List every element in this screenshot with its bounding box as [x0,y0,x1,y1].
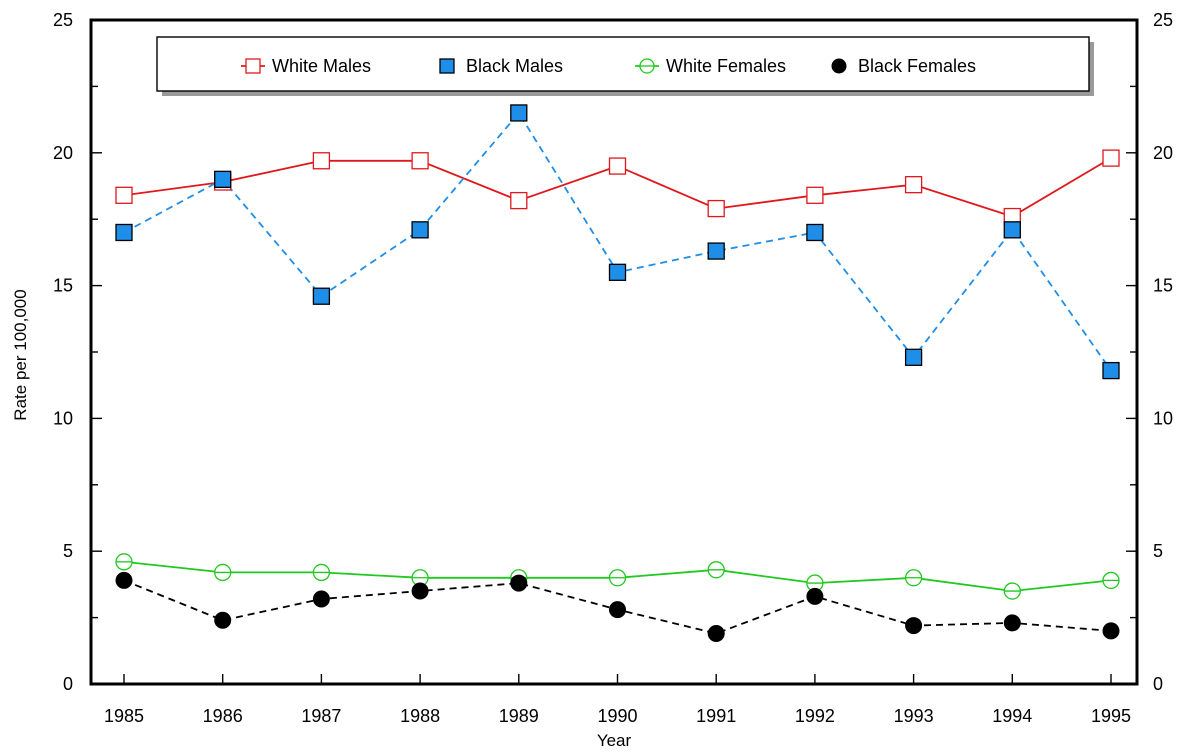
series-black-females-point [1003,614,1021,632]
legend-black-males-label: Black Males [466,56,563,76]
legend-white-males-label: White Males [272,56,371,76]
series-white-males-point [707,199,725,218]
series-black-males-point [904,348,923,366]
series-black-males-point [806,223,824,242]
y-tick-label-left: 0 [63,674,73,694]
series-white-males-point [608,157,627,175]
y-tick-label-left: 25 [53,10,73,30]
series-white-females-point [312,563,331,582]
x-tick-label: 1986 [203,706,243,726]
series-white-females-point [806,574,824,592]
legend-black-females-marker [831,58,847,74]
y-tick-label-right: 20 [1153,143,1173,163]
series-white-females-point [115,553,133,571]
legend-black-females-label: Black Females [858,56,976,76]
series-black-males-point [608,263,627,281]
x-tick-label: 1987 [301,706,341,726]
series-black-females-point [1102,622,1120,640]
series-white-males-point [1102,149,1120,167]
x-tick-label: 1991 [696,706,736,726]
x-axis-title: Year [597,731,632,750]
series-white-females-point [707,561,725,579]
y-tick-label-left: 15 [53,276,73,296]
x-tick-label: 1995 [1091,706,1131,726]
x-tick-label: 1988 [400,706,440,726]
series-black-females-point [905,617,923,635]
legend-white-females-label: White Females [666,56,786,76]
series-white-females-point [214,563,232,582]
series-black-females-point [411,582,429,600]
y-tick-label-right: 15 [1153,276,1173,296]
series-white-males-point [115,186,133,204]
series-white-males-point [312,152,331,170]
y-tick-label-left: 10 [53,408,73,428]
series-white-females-point [904,569,923,587]
x-tick-label: 1989 [499,706,539,726]
x-tick-label: 1992 [795,706,835,726]
y-tick-label-left: 5 [63,541,73,561]
series-black-females-point [510,574,528,592]
legend-black-males-marker [439,58,455,74]
y-tick-label-right: 25 [1153,10,1173,30]
y-tick-label-right: 0 [1153,674,1163,694]
series-black-males-point [1003,221,1021,239]
legend-white-males-marker [245,58,261,74]
y-tick-label-left: 20 [53,143,73,163]
series-black-males-point [510,104,528,122]
series-black-females-point [312,590,330,608]
series-black-males-point [1102,361,1120,380]
x-tick-label: 1990 [597,706,637,726]
x-tick-label: 1985 [104,706,144,726]
series-white-males-point [411,152,429,170]
series-black-males-point [707,242,725,260]
y-axis-title: Rate per 100,000 [11,289,30,420]
x-tick-label: 1994 [992,706,1032,726]
x-tick-label: 1993 [894,706,934,726]
legend-box [156,36,1090,92]
series-white-females-point [1102,571,1120,590]
series-black-females-point [806,587,824,605]
series-black-females-point [214,611,232,629]
series-black-males-point [411,221,429,239]
series-white-males-point [510,191,528,210]
series-black-males-point [312,287,331,305]
y-tick-label-right: 5 [1153,541,1163,561]
y-tick-label-right: 10 [1153,408,1173,428]
series-black-females-point [707,625,725,643]
legend-white-females-marker [639,58,655,74]
series-black-females-point [115,571,133,589]
series-black-males-point [115,223,133,242]
series-white-males-point [806,186,824,204]
series-white-females-point [1003,582,1021,600]
series-white-females-point [608,569,627,587]
series-black-females-point [609,601,626,619]
series-white-males-point [904,176,923,194]
series-black-males-point [214,170,232,189]
